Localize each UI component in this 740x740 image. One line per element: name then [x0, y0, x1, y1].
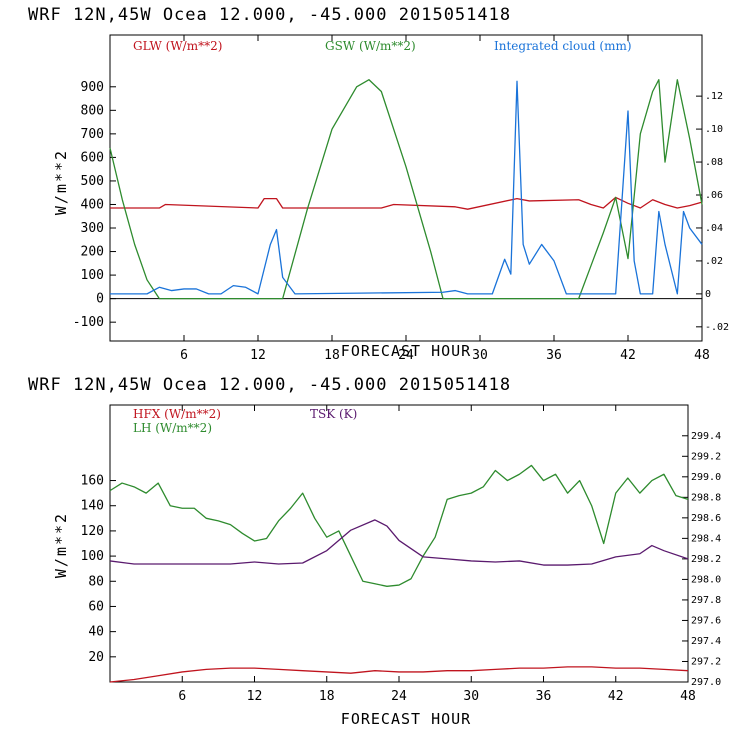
panel2-y-axis-label: W/m**2 — [52, 512, 70, 578]
panel1-y-tick-label: 600 — [81, 150, 104, 165]
panel2-series-lh-line — [109, 464, 689, 587]
panel2-right-tick-label: 298.2 — [691, 554, 721, 565]
panel1-series-glw-line — [110, 196, 703, 210]
panel2-right-tick-label: 298.4 — [691, 533, 721, 544]
panel1-legend-gsw: GSW (W/m**2) — [325, 39, 416, 53]
panel1-x-tick-label: 18 — [324, 348, 340, 363]
panel2-x-tick-label: 42 — [608, 689, 624, 704]
panel2-legend-tsk: TSK (K) — [310, 407, 357, 421]
panel2-y-tick-label: 20 — [88, 650, 104, 665]
panel2-right-tick-label: 298.8 — [691, 492, 721, 503]
panel1-right-tick-label: .12 — [705, 91, 723, 102]
panel2-y-tick-label: 80 — [88, 574, 104, 589]
panel2-x-tick-label: 12 — [247, 689, 263, 704]
panel1-series-gsw-line — [109, 79, 703, 300]
panel1-legend-glw: GLW (W/m**2) — [133, 39, 222, 53]
panel2-right-tick-label: 297.6 — [691, 615, 721, 626]
panel2-right-tick-label: 297.8 — [691, 595, 721, 606]
panel2-right-tick-label: 297.2 — [691, 656, 721, 667]
panel2-x-tick-label: 30 — [463, 689, 479, 704]
panel2-y-tick-label: 120 — [81, 524, 104, 539]
panel1-x-tick-label: 42 — [620, 348, 636, 363]
panel1-frame — [109, 34, 703, 342]
panel2-title: WRF 12N,45W Ocea 12.000, -45.000 2015051… — [28, 375, 511, 395]
panel1-y-tick-label: -100 — [73, 315, 104, 330]
panel2-legend-lh: LH (W/m**2) — [133, 421, 212, 435]
panel1-legend-cloud: Integrated cloud (mm) — [494, 39, 632, 53]
panel2-y-tick-label: 100 — [81, 549, 104, 564]
panel1-right-tick-label: .04 — [705, 223, 723, 234]
panel2-right-tick-label: 299.0 — [691, 472, 721, 483]
panel1-right-tick-label: .06 — [705, 190, 723, 201]
panel1-y-tick-label: 300 — [81, 221, 104, 236]
panel2-x-tick-label: 18 — [319, 689, 335, 704]
panel1-right-tick-label: .02 — [705, 256, 723, 267]
panel2-series-tsk-line — [109, 519, 689, 566]
panel1-x-axis-label: FORECAST HOUR — [341, 342, 471, 360]
panel2-x-tick-label: 36 — [536, 689, 552, 704]
panel1-right-tick-label: 0 — [705, 289, 711, 300]
panel1-title: WRF 12N,45W Ocea 12.000, -45.000 2015051… — [28, 5, 511, 25]
panel1-series-integrated-line — [110, 80, 703, 295]
panel1-x-tick-label: 24 — [398, 348, 414, 363]
panel1-y-tick-label: 900 — [81, 80, 104, 95]
panel2-y-tick-label: 140 — [81, 499, 104, 514]
panel2-y-tick-label: 60 — [88, 599, 104, 614]
panel2-legend-hfx: HFX (W/m**2) — [133, 407, 221, 421]
panel2-right-tick-label: 299.4 — [691, 431, 721, 442]
panel1-x-tick-label: 12 — [250, 348, 266, 363]
panel1-y-tick-label: 400 — [81, 197, 104, 212]
panel2-x-tick-label: 6 — [178, 689, 186, 704]
panel1-x-tick-label: 30 — [472, 348, 488, 363]
panel2-right-tick-label: 298.6 — [691, 513, 721, 524]
panel2-plot: 20 40 60 80 100 120 140 160 6 12 18 24 30 36 42 48297.0… — [81, 405, 721, 704]
panel1-right-tick-label: -.02 — [705, 322, 729, 333]
panel2-right-tick-label: 299.2 — [691, 451, 721, 462]
panel1-y-axis-label: W/m**2 — [52, 149, 70, 215]
panel1-right-tick-label: .10 — [705, 124, 723, 135]
panel2-right-tick-label: 298.0 — [691, 574, 721, 585]
panel1-y-tick-label: 200 — [81, 245, 104, 260]
panel2-y-tick-label: 160 — [81, 474, 104, 489]
panel1-y-tick-label: 800 — [81, 103, 104, 118]
panel1-y-tick-label: 0 — [96, 292, 104, 307]
panel2-x-tick-label: 24 — [391, 689, 407, 704]
panel1-y-tick-label: 700 — [81, 127, 104, 142]
panel2-series-hfx-line — [109, 666, 689, 683]
panel1-y-tick-label: 500 — [81, 174, 104, 189]
panel2-right-tick-label: 297.0 — [691, 677, 721, 688]
panel1-right-tick-label: .08 — [705, 157, 723, 168]
panel1-y-tick-label: 100 — [81, 268, 104, 283]
panel2-right-tick-label: 297.4 — [691, 636, 721, 647]
panel1-x-tick-label: 6 — [180, 348, 188, 363]
panel2-x-axis-label: FORECAST HOUR — [341, 710, 471, 728]
panel2-y-tick-label: 40 — [88, 625, 104, 640]
panel2-x-tick-label: 48 — [680, 689, 696, 704]
panel1-x-tick-label: 48 — [694, 348, 710, 363]
panel2-frame — [109, 404, 689, 683]
panel1-x-tick-label: 36 — [546, 348, 562, 363]
